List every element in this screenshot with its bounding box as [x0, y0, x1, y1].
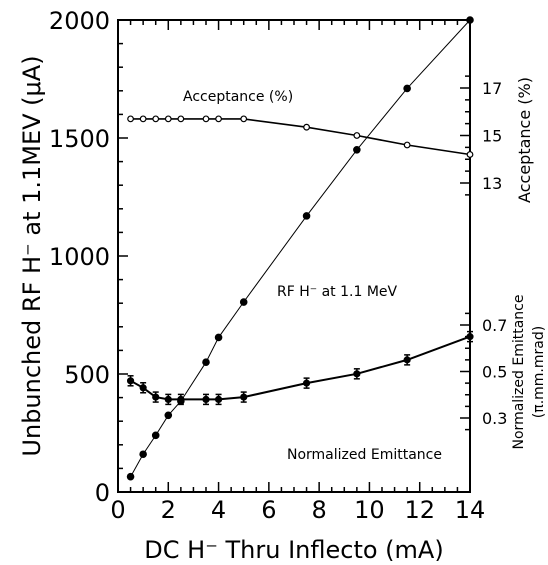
data-point-acceptance: [152, 115, 160, 123]
data-point-emittance: [214, 395, 223, 403]
data-point-emittance: [202, 395, 210, 403]
x-tick-label: 10: [354, 496, 385, 524]
x-tick-label: 0: [110, 496, 125, 524]
y-axis-label: Unbunched RF H⁻ at 1.1MEV (μA): [18, 55, 46, 456]
data-point-acceptance: [403, 141, 411, 149]
x-axis-label: DC H⁻ Thru Inflecto (mA): [144, 536, 443, 564]
data-point-rf: [139, 450, 147, 459]
acceptance-axis-label: Acceptance (%): [515, 77, 534, 203]
x-tick-label: 4: [211, 496, 226, 524]
data-point-rf: [164, 411, 173, 420]
data-point-acceptance: [177, 115, 185, 123]
y-tick-label: 0: [95, 479, 110, 507]
data-point-acceptance: [139, 115, 147, 123]
data-point-acceptance: [466, 151, 474, 158]
data-point-acceptance: [303, 123, 310, 131]
data-point-acceptance: [202, 115, 210, 123]
data-point-emittance: [164, 395, 172, 403]
x-tick-label: 14: [455, 496, 486, 524]
data-point-acceptance: [164, 115, 172, 123]
data-point-emittance: [240, 393, 248, 401]
acceptance-tick-label: 17: [482, 79, 502, 98]
plot-area: 0 2 4 6 8 10 12 14 0 500 1000 1500 2000 13 15 17 0.3 0.5 0…: [18, 7, 547, 564]
data-point-rf: [403, 84, 411, 93]
series-line-rf: [130, 19, 471, 477]
data-point-emittance: [466, 333, 474, 341]
data-point-rf: [302, 212, 311, 220]
emittance-annotation: Normalized Emittance: [287, 447, 442, 463]
data-point-emittance: [353, 370, 361, 378]
x-tick-label: 2: [161, 496, 176, 524]
data-point-emittance: [152, 393, 160, 401]
data-point-rf: [353, 146, 361, 154]
data-point-rf: [126, 472, 135, 481]
acceptance-tick-label: 13: [482, 174, 502, 193]
x-tick-label: 12: [404, 496, 435, 524]
rf-annotation: RF H⁻ at 1.1 MeV: [277, 284, 398, 300]
plot-frame: [117, 19, 471, 493]
data-point-emittance: [302, 379, 311, 387]
emittance-tick-label: 0.5: [482, 363, 507, 382]
emittance-tick-label: 0.7: [482, 316, 507, 335]
data-point-emittance: [126, 377, 135, 385]
data-point-rf: [466, 16, 474, 24]
y-tick-label: 2000: [49, 7, 110, 35]
x-tick-label: 6: [261, 496, 276, 524]
data-point-rf: [202, 358, 210, 367]
y-tick-label: 500: [64, 361, 110, 389]
data-point-emittance: [139, 384, 147, 392]
data-point-rf: [239, 298, 248, 306]
acceptance-annotation: Acceptance (%): [183, 89, 293, 105]
data-point-emittance: [403, 356, 411, 364]
y-tick-label: 1500: [49, 125, 110, 153]
data-point-acceptance: [127, 115, 134, 123]
data-point-rf: [214, 333, 223, 342]
x-tick-label: 8: [312, 496, 327, 524]
data-point-rf: [151, 431, 160, 440]
series-line-emittance: [130, 335, 471, 401]
acceptance-tick-label: 15: [482, 127, 502, 146]
data-point-emittance: [177, 395, 185, 403]
series-line-acceptance: [130, 118, 471, 156]
y-tick-label: 1000: [49, 243, 110, 271]
data-point-acceptance: [215, 115, 222, 123]
emittance-axis-unit: (π.mm.mrad): [531, 326, 547, 418]
data-point-acceptance: [353, 132, 361, 139]
emittance-axis-label: Normalized Emittance: [511, 295, 527, 450]
emittance-tick-label: 0.3: [482, 409, 507, 428]
data-point-acceptance: [240, 115, 248, 123]
